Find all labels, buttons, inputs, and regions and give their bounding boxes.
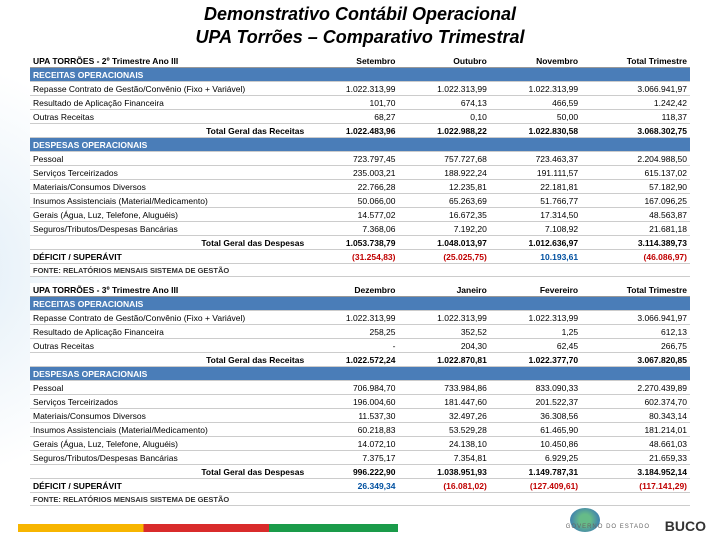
table-row: Repasse Contrato de Gestão/Convênio (Fix…: [30, 311, 690, 325]
deficit-row: DÉFICIT / SUPERÁVIT (31.254,83) (25.025,…: [30, 250, 690, 264]
header-cell: Fevereiro: [490, 283, 581, 297]
section-title-row: RECEITAS OPERACIONAIS: [30, 297, 690, 311]
header-cell: Novembro: [490, 54, 581, 68]
table-row: Pessoal723.797,45757.727,68723.463,372.2…: [30, 152, 690, 166]
header-cell: Outubro: [399, 54, 490, 68]
table-row: Serviços Terceirizados196.004,60181.447,…: [30, 395, 690, 409]
total-row: Total Geral das Receitas1.022.572,241.02…: [30, 353, 690, 367]
deficit-value: (16.081,02): [399, 479, 490, 493]
table-row: Outras Receitas68,270,1050,00118,37: [30, 110, 690, 124]
section-title-row: DESPESAS OPERACIONAIS: [30, 367, 690, 381]
section-title: DESPESAS OPERACIONAIS: [30, 138, 690, 152]
header-cell: Total Trimestre: [581, 283, 690, 297]
deficit-value: (46.086,97): [581, 250, 690, 264]
table-row: Materiais/Consumos Diversos22.766,2812.2…: [30, 180, 690, 194]
deficit-row: DÉFICIT / SUPERÁVIT 26.349,34 (16.081,02…: [30, 479, 690, 493]
page-title: Demonstrativo Contábil Operacional: [0, 0, 720, 27]
total-row: Total Geral das Despesas996.222,901.038.…: [30, 465, 690, 479]
section-title: RECEITAS OPERACIONAIS: [30, 297, 690, 311]
header-cell: UPA TORRÕES - 3º Trimestre Ano III: [30, 283, 307, 297]
table-row: Serviços Terceirizados235.003,21188.922,…: [30, 166, 690, 180]
deficit-value: (117.141,29): [581, 479, 690, 493]
footer-color-bar: [18, 524, 398, 532]
header-cell: Setembro: [307, 54, 398, 68]
table-row: Materiais/Consumos Diversos11.537,3032.4…: [30, 409, 690, 423]
source-row: FONTE: RELATÓRIOS MENSAIS SISTEMA DE GES…: [30, 264, 690, 277]
deficit-value: (31.254,83): [307, 250, 398, 264]
table-row: Seguros/Tributos/Despesas Bancárias7.375…: [30, 451, 690, 465]
table-row: Insumos Assistenciais (Material/Medicame…: [30, 423, 690, 437]
deficit-value: (25.025,75): [399, 250, 490, 264]
header-cell: UPA TORRÕES - 2º Trimestre Ano III: [30, 54, 307, 68]
footer-gov-text: GOVERNO DO ESTADO: [566, 524, 650, 530]
quarter-table-1: UPA TORRÕES - 2º Trimestre Ano III Setem…: [30, 54, 690, 277]
header-cell: Dezembro: [307, 283, 398, 297]
total-row: Total Geral das Receitas1.022.483,961.02…: [30, 124, 690, 138]
page-footer: GOVERNO DO ESTADO BUCO: [0, 510, 720, 540]
header-cell: Total Trimestre: [581, 54, 690, 68]
table-header-row: UPA TORRÕES - 3º Trimestre Ano III Dezem…: [30, 283, 690, 297]
table-row: Pessoal706.984,70733.984,86833.090,332.2…: [30, 381, 690, 395]
quarter-table-2: UPA TORRÕES - 3º Trimestre Ano III Dezem…: [30, 283, 690, 506]
table-row: Outras Receitas-204,3062,45266,75: [30, 339, 690, 353]
deficit-value: 26.349,34: [307, 479, 398, 493]
table-row: Seguros/Tributos/Despesas Bancárias7.368…: [30, 222, 690, 236]
page-subtitle: UPA Torrões – Comparativo Trimestral: [0, 27, 720, 54]
table-row: Repasse Contrato de Gestão/Convênio (Fix…: [30, 82, 690, 96]
table-header-row: UPA TORRÕES - 2º Trimestre Ano III Setem…: [30, 54, 690, 68]
section-title: DESPESAS OPERACIONAIS: [30, 367, 690, 381]
total-row: Total Geral das Despesas1.053.738,791.04…: [30, 236, 690, 250]
table-row: Gerais (Água, Luz, Telefone, Aluguéis)14…: [30, 437, 690, 451]
table-row: Gerais (Água, Luz, Telefone, Aluguéis)14…: [30, 208, 690, 222]
header-cell: Janeiro: [399, 283, 490, 297]
footer-brand: BUCO: [665, 518, 706, 534]
deficit-value: 10.193,61: [490, 250, 581, 264]
table-row: Insumos Assistenciais (Material/Medicame…: [30, 194, 690, 208]
content-area: UPA TORRÕES - 2º Trimestre Ano III Setem…: [0, 54, 720, 506]
section-title: RECEITAS OPERACIONAIS: [30, 68, 690, 82]
section-title-row: DESPESAS OPERACIONAIS: [30, 138, 690, 152]
source-row: FONTE: RELATÓRIOS MENSAIS SISTEMA DE GES…: [30, 493, 690, 506]
table-row: Resultado de Aplicação Financeira258,253…: [30, 325, 690, 339]
deficit-value: (127.409,61): [490, 479, 581, 493]
table-row: Resultado de Aplicação Financeira101,706…: [30, 96, 690, 110]
section-title-row: RECEITAS OPERACIONAIS: [30, 68, 690, 82]
